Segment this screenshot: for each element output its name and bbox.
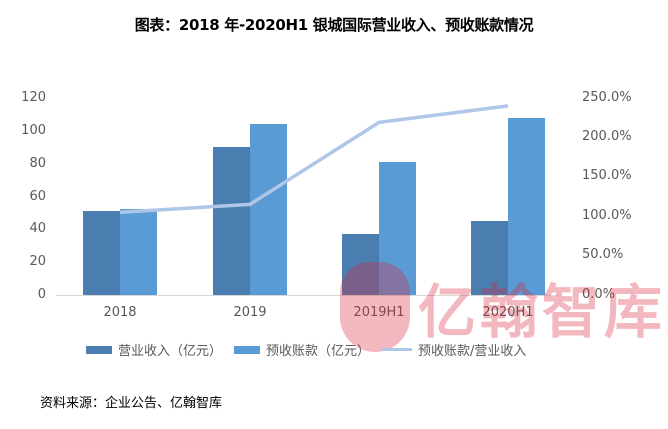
bar-advance — [379, 162, 416, 295]
bar-revenue — [213, 147, 250, 295]
bar-advance — [250, 124, 287, 295]
y-right-tick: 150.0% — [582, 168, 632, 183]
y-left-tick: 100 — [21, 123, 46, 138]
chart-title: 图表：2018 年-2020H1 银城国际营业收入、预收账款情况 — [134, 16, 534, 34]
y-left-tick: 0 — [37, 287, 46, 302]
y-left-tick: 60 — [29, 189, 46, 204]
legend-label: 营业收入（亿元） — [118, 344, 223, 359]
y-left-tick: 120 — [21, 90, 46, 105]
y-right-tick: 50.0% — [582, 247, 624, 262]
y-right-tick: 0.0% — [582, 287, 616, 302]
legend-swatch-advance — [234, 345, 261, 354]
x-category-label: 2020H1 — [482, 305, 534, 320]
y-right-tick: 100.0% — [582, 208, 632, 223]
bar-revenue — [83, 211, 120, 295]
bar-advance — [508, 117, 545, 295]
ratio-line — [119, 104, 509, 215]
legend-swatch-ratio — [382, 348, 413, 351]
legend-item-revenue: 营业收入（亿元） — [86, 340, 222, 359]
bar-revenue — [342, 234, 379, 295]
y-left-tick: 20 — [29, 254, 46, 269]
y-left-tick: 40 — [29, 221, 46, 236]
y-right-tick: 250.0% — [582, 90, 632, 105]
legend-item-ratio: 预收账款/营业收入 — [382, 340, 526, 359]
y-left-tick: 80 — [29, 156, 46, 171]
x-category-label: 2019 — [233, 305, 267, 320]
y-right-tick: 200.0% — [582, 129, 632, 144]
source-note: 资料来源：企业公告、亿翰智库 — [40, 396, 223, 411]
x-category-label: 2018 — [103, 305, 137, 320]
legend-swatch-revenue — [86, 345, 112, 354]
bar-advance — [120, 208, 157, 295]
legend-label: 预收账款/营业收入 — [418, 344, 527, 359]
x-axis-line — [56, 295, 558, 296]
bar-revenue — [471, 221, 508, 295]
legend-label: 预收账款（亿元） — [266, 344, 371, 359]
x-category-label: 2019H1 — [353, 305, 405, 320]
legend-item-advance: 预收账款（亿元） — [234, 340, 370, 359]
legend: 营业收入（亿元） 预收账款（亿元） 预收账款/营业收入 — [86, 340, 538, 359]
